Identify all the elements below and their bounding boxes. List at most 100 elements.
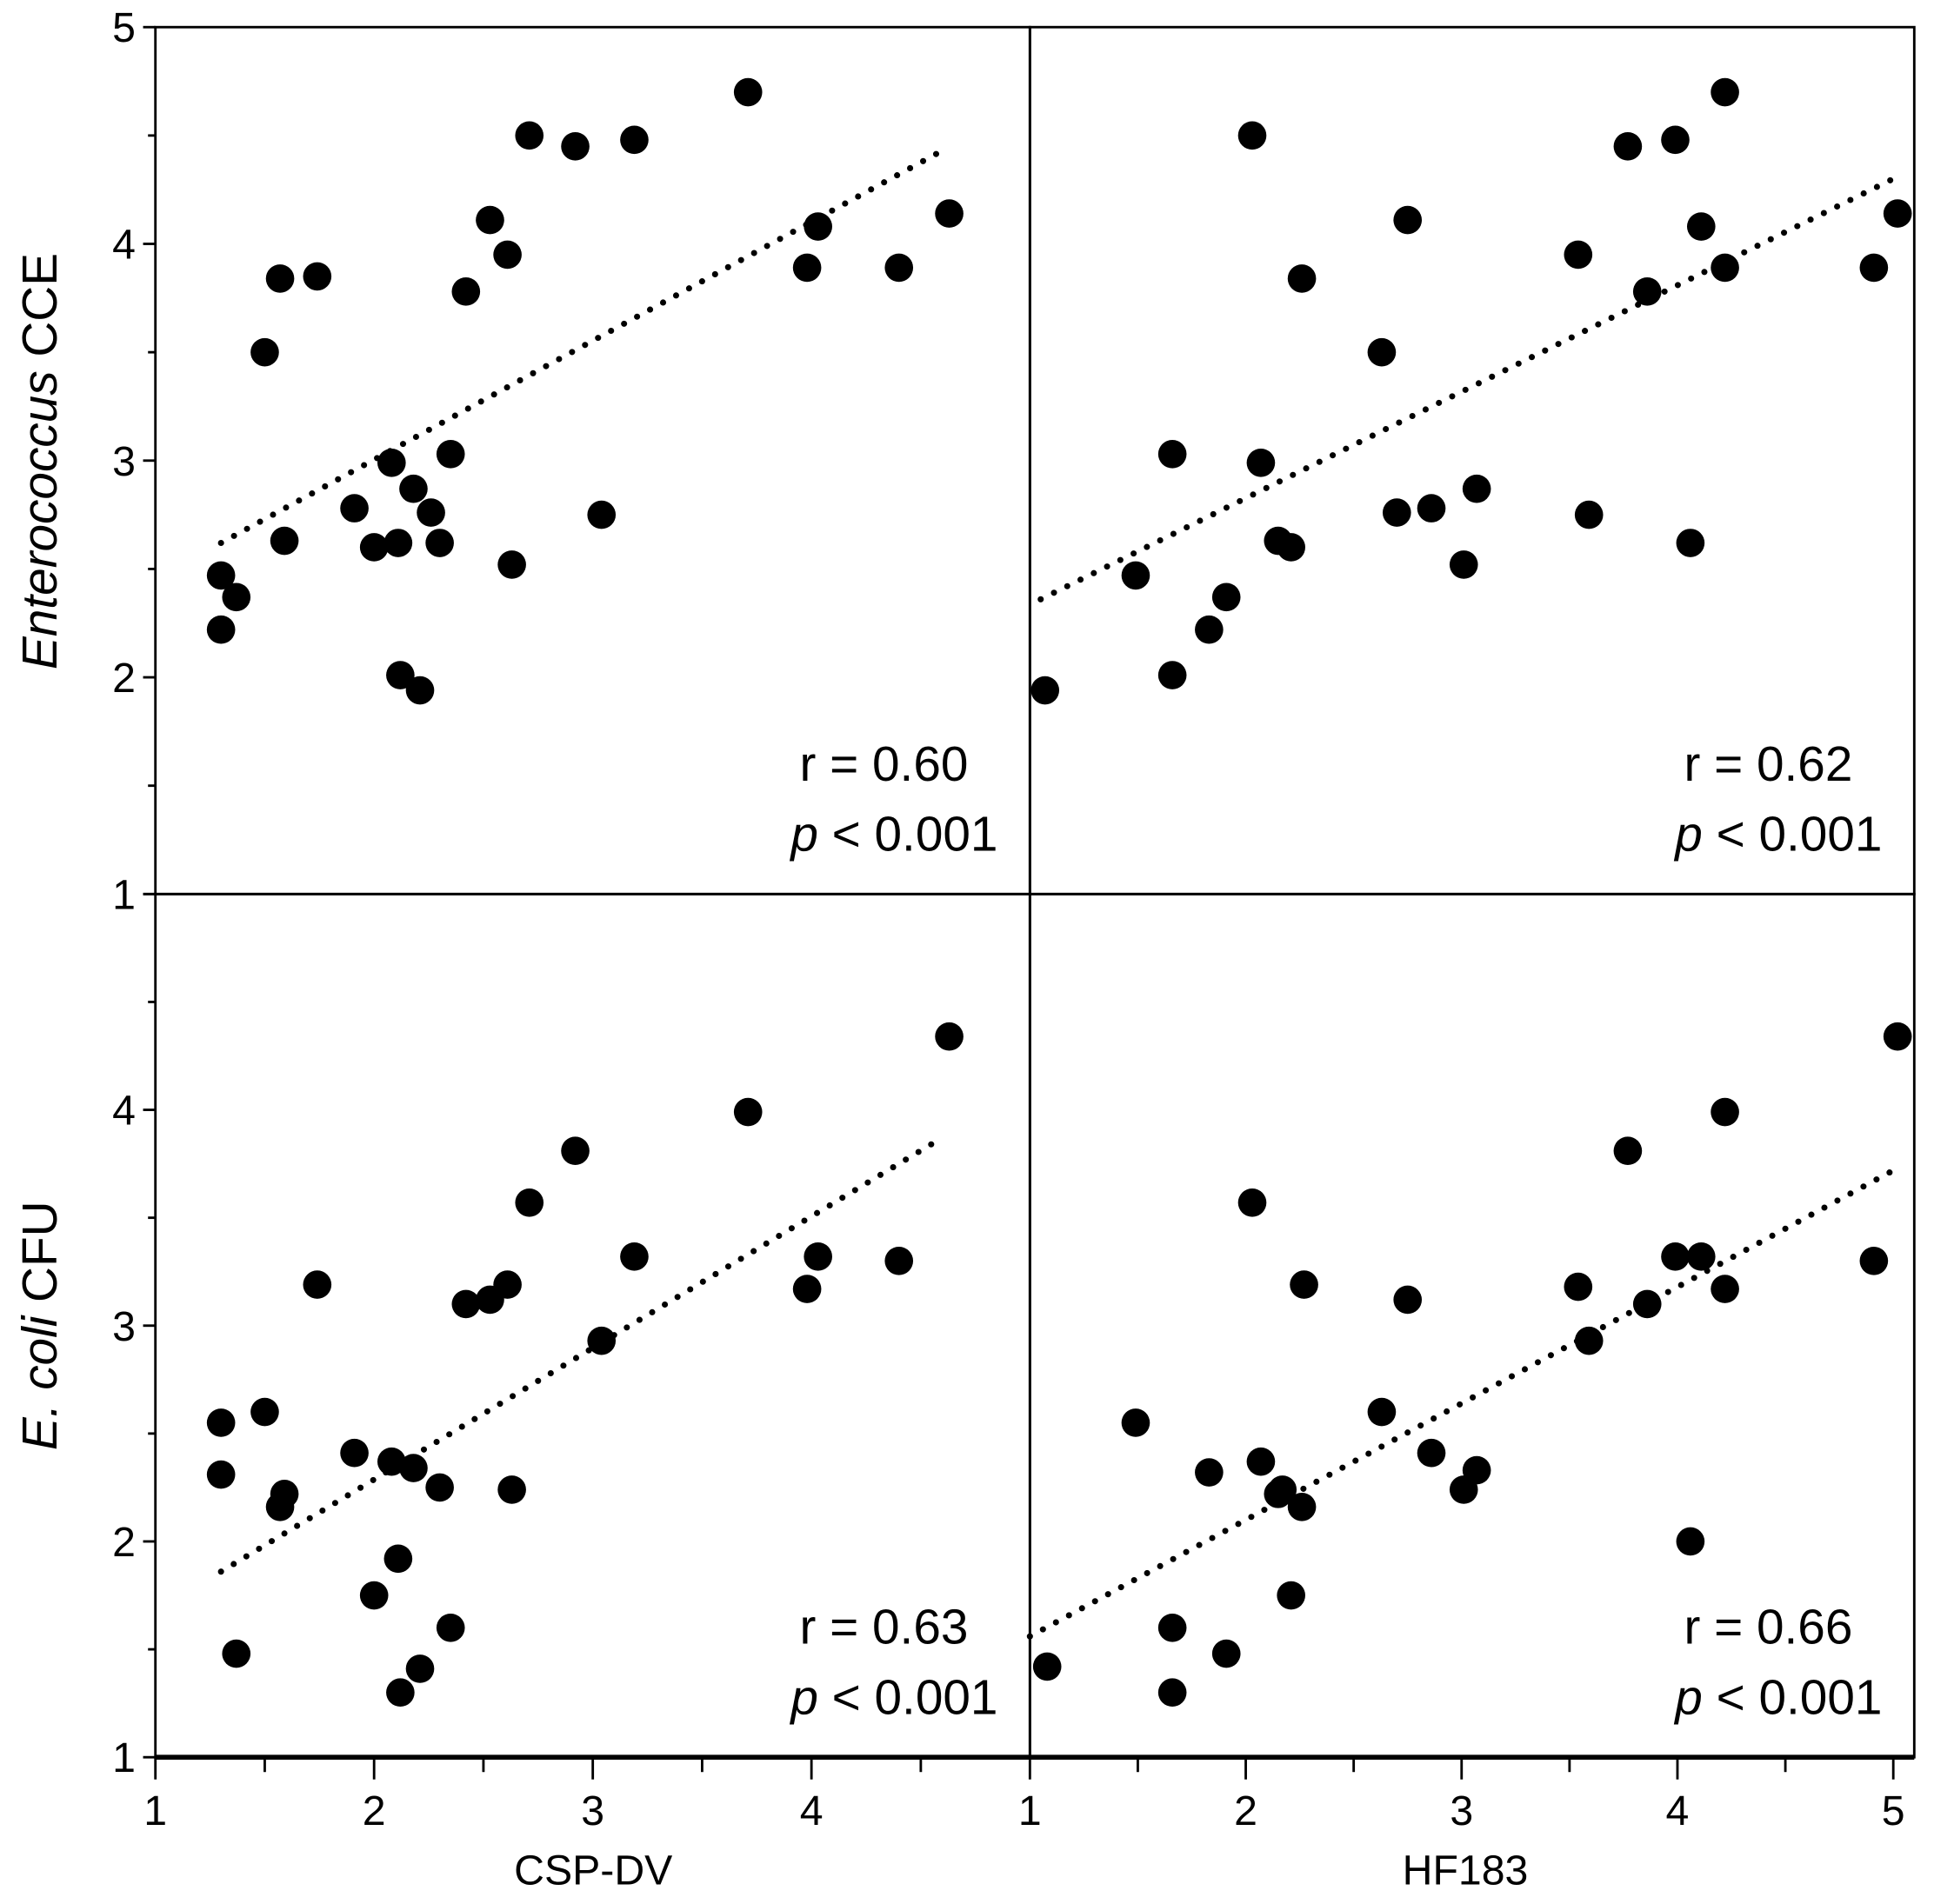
data-point	[383, 529, 413, 557]
x-tick-label: 1	[1018, 1787, 1042, 1834]
trend-line	[217, 1136, 942, 1575]
data-point	[436, 439, 465, 469]
data-point	[733, 1097, 763, 1127]
data-point	[383, 1544, 413, 1574]
data-point	[1246, 448, 1276, 477]
data-point	[1859, 1246, 1889, 1275]
x-tick-label: 3	[1450, 1787, 1473, 1834]
y-tick-label: 3	[112, 438, 136, 485]
trend-line	[217, 150, 942, 547]
y-tick-label: 1	[112, 1734, 136, 1781]
data-point	[1195, 615, 1224, 644]
data-point	[1676, 1527, 1705, 1556]
data-point	[1711, 253, 1739, 283]
data-point	[884, 253, 914, 283]
data-point	[1237, 1188, 1267, 1217]
data-point	[1686, 1242, 1716, 1271]
data-point	[1121, 561, 1150, 590]
x-tick-label: 4	[800, 1787, 824, 1834]
data-point	[270, 526, 299, 556]
data-point	[1613, 132, 1643, 161]
data-point	[399, 474, 428, 503]
data-point	[935, 1022, 964, 1051]
data-point	[497, 1475, 526, 1504]
data-point	[1287, 264, 1317, 293]
data-point	[436, 1613, 465, 1642]
data-point	[359, 1581, 389, 1610]
data-point	[804, 212, 832, 241]
data-point	[476, 205, 504, 235]
data-point	[222, 583, 251, 612]
data-point	[359, 533, 389, 562]
data-point	[792, 253, 822, 283]
data-point	[587, 1326, 617, 1355]
data-point	[804, 1242, 832, 1271]
data-point	[1711, 77, 1739, 107]
data-point	[1157, 661, 1187, 689]
data-point	[386, 661, 415, 689]
data-point	[1711, 1275, 1739, 1303]
data-point	[733, 77, 763, 107]
data-point	[1632, 1289, 1662, 1319]
data-point	[1246, 1447, 1276, 1476]
panel-bottom-right: 1 2 3 4 5 r = 0.66 p < 0.001	[1018, 892, 1916, 1834]
data-point	[1676, 529, 1705, 557]
x-tick-label: 4	[1666, 1787, 1690, 1834]
data-point	[340, 1438, 369, 1468]
data-point	[1157, 439, 1187, 469]
data-point	[206, 615, 236, 644]
correlation-r-label: r = 0.63	[799, 1601, 968, 1655]
trend-line	[1026, 1165, 1901, 1640]
correlation-r-label: r = 0.66	[1684, 1601, 1852, 1655]
data-point	[405, 676, 435, 705]
data-point	[1290, 1270, 1318, 1299]
p-value-label: p < 0.001	[789, 1671, 997, 1726]
y-tick-label: 1	[112, 871, 136, 918]
x-tick-label: 5	[1882, 1787, 1905, 1834]
data-point	[425, 529, 454, 557]
data-point	[386, 1678, 415, 1708]
data-point	[303, 262, 332, 291]
x-axis-label-right: HF183	[1403, 1847, 1529, 1894]
data-point	[1564, 240, 1593, 270]
data-point	[1393, 205, 1423, 235]
data-point	[1157, 1613, 1187, 1642]
data-point	[425, 1473, 454, 1502]
data-point	[377, 448, 406, 477]
data-point	[1449, 550, 1478, 579]
data-point	[515, 121, 544, 150]
data-point	[1121, 1408, 1150, 1437]
data-point	[1462, 474, 1491, 503]
x-tick-label: 2	[1234, 1787, 1257, 1834]
data-point	[1367, 1397, 1397, 1427]
x-tick-label: 3	[581, 1787, 604, 1834]
panel-bottom-left: 1 2 3 4 1 2 3 4 r = 0.63 p < 0.001	[112, 892, 1031, 1834]
p-value-label: p < 0.001	[1673, 1671, 1882, 1726]
data-point	[270, 1480, 299, 1508]
x-axis-label-left: CSP-DV	[514, 1847, 672, 1894]
y-tick-label: 3	[112, 1303, 136, 1350]
y-axis-label-bottom: E. coli CFU	[13, 1201, 68, 1450]
data-point	[1859, 253, 1889, 283]
data-point	[340, 494, 369, 523]
data-point	[1686, 212, 1716, 241]
data-point	[405, 1654, 435, 1683]
data-point	[1264, 1480, 1293, 1508]
data-point	[1564, 1272, 1593, 1302]
data-point	[493, 240, 522, 270]
data-point	[1277, 533, 1305, 562]
data-point	[561, 132, 590, 161]
y-tick-label: 5	[112, 4, 136, 51]
data-point	[620, 1242, 649, 1271]
y-tick-label: 4	[112, 222, 136, 269]
data-point	[1157, 1678, 1187, 1708]
data-point	[206, 561, 236, 590]
data-point	[493, 1270, 522, 1299]
data-point	[1237, 121, 1267, 150]
data-point	[1417, 494, 1446, 523]
data-point	[250, 1397, 279, 1427]
correlation-r-label: r = 0.60	[799, 737, 968, 792]
data-point	[884, 1246, 914, 1275]
data-point	[792, 1275, 822, 1303]
x-tick-label: 2	[363, 1787, 386, 1834]
